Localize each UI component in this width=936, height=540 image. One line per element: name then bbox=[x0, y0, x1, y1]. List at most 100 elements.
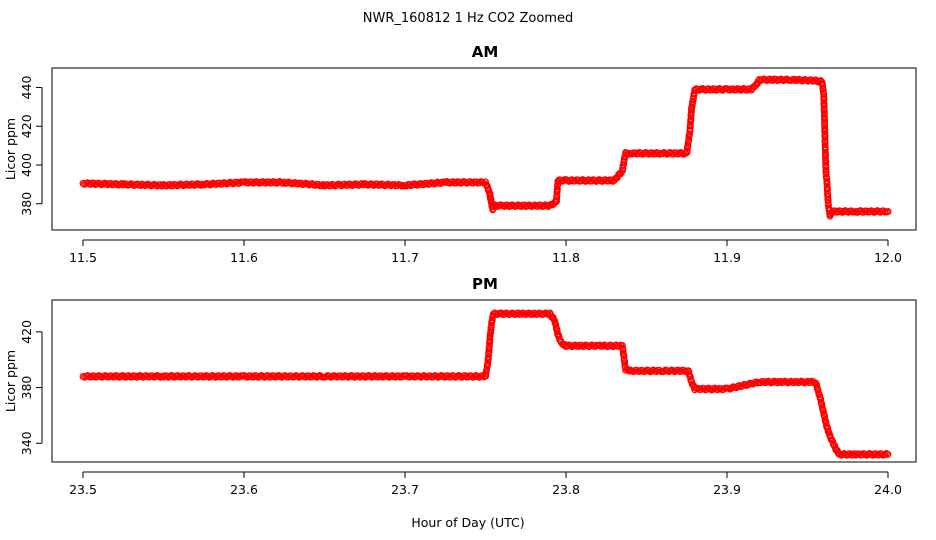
am-data-points bbox=[79, 75, 892, 220]
pm-data-point bbox=[145, 373, 153, 381]
pm-data-point bbox=[142, 372, 150, 380]
pm-data-point bbox=[197, 372, 205, 380]
pm-data-point bbox=[406, 373, 414, 381]
pm-data-point bbox=[447, 373, 455, 381]
am-data-point bbox=[820, 103, 828, 111]
am-x-tick-label: 11.6 bbox=[230, 250, 258, 265]
pm-y-axis-label: Licor ppm bbox=[3, 350, 18, 412]
am-data-point bbox=[823, 180, 831, 188]
am-data-point bbox=[122, 180, 130, 188]
am-y-axis: 380 400 420 440 bbox=[19, 76, 43, 216]
pm-data-point bbox=[270, 372, 278, 380]
pm-data-point bbox=[395, 372, 403, 380]
am-data-point bbox=[201, 181, 209, 189]
pm-data-point bbox=[273, 373, 281, 381]
pm-data-point bbox=[308, 373, 316, 381]
pm-data-point bbox=[817, 396, 825, 404]
pm-data-point bbox=[180, 372, 188, 380]
am-data-point bbox=[344, 181, 352, 189]
pm-data-point bbox=[423, 373, 431, 381]
am-data-point bbox=[218, 180, 226, 188]
pm-data-point bbox=[488, 316, 496, 324]
am-x-tick-label: 11.5 bbox=[69, 250, 97, 265]
pm-data-point bbox=[93, 373, 101, 381]
pm-data-point bbox=[482, 370, 490, 377]
am-plot-frame bbox=[51, 67, 917, 231]
am-data-point bbox=[235, 179, 243, 187]
pm-data-point bbox=[374, 373, 382, 381]
am-data-point bbox=[824, 197, 832, 204]
pm-data-point bbox=[485, 342, 493, 350]
am-data-point bbox=[884, 208, 892, 215]
pm-data-point bbox=[553, 327, 561, 335]
am-data-point bbox=[358, 180, 366, 188]
am-data-point bbox=[553, 185, 561, 193]
am-data-point bbox=[314, 180, 322, 188]
pm-data-point bbox=[824, 425, 832, 433]
pm-y-tick-label: 420 bbox=[19, 320, 34, 344]
pm-data-point bbox=[822, 419, 830, 427]
pm-data-point bbox=[377, 372, 385, 380]
pm-x-tick-label: 23.7 bbox=[391, 482, 419, 497]
am-data-point bbox=[156, 181, 164, 189]
pm-data-point bbox=[409, 372, 417, 380]
am-data-point bbox=[822, 170, 830, 178]
pm-data-point bbox=[850, 450, 858, 458]
am-data-point bbox=[683, 147, 691, 155]
pm-data-point bbox=[471, 373, 478, 381]
pm-data-point bbox=[107, 372, 115, 380]
pm-data-point bbox=[253, 372, 261, 380]
am-y-tick-label: 400 bbox=[19, 153, 34, 177]
pm-data-point bbox=[221, 372, 229, 380]
am-data-point bbox=[819, 82, 827, 90]
am-y-tick-label: 420 bbox=[19, 114, 34, 138]
am-x-tick-label: 11.8 bbox=[552, 250, 580, 265]
am-data-point bbox=[175, 181, 183, 189]
am-data-point bbox=[822, 163, 830, 171]
pm-x-tick-label: 23.5 bbox=[69, 482, 97, 497]
am-data-point bbox=[482, 178, 489, 186]
am-data-point bbox=[879, 207, 887, 215]
pm-data-point bbox=[686, 373, 694, 381]
pm-data-point bbox=[485, 353, 492, 361]
am-data-point bbox=[684, 140, 692, 148]
pm-panel-title: PM bbox=[472, 275, 498, 293]
am-data-point bbox=[158, 182, 166, 190]
pm-data-point bbox=[333, 373, 341, 381]
pm-panel: PM 23.5 23.6 23.7 23.8 23.9 24.0 340 380 420 Li… bbox=[3, 275, 917, 497]
am-data-point bbox=[297, 179, 305, 187]
am-y-tick-label: 380 bbox=[19, 192, 34, 216]
pm-data-point bbox=[464, 373, 472, 381]
am-data-point bbox=[821, 127, 829, 135]
pm-data-point bbox=[305, 372, 313, 380]
pm-data-point bbox=[433, 372, 441, 380]
pm-data-point bbox=[339, 373, 347, 381]
pm-data-point bbox=[429, 373, 437, 381]
am-x-axis: 11.5 11.6 11.7 11.8 11.9 12.0 bbox=[69, 239, 902, 265]
pm-data-point bbox=[444, 372, 452, 380]
am-panel-title: AM bbox=[472, 43, 499, 61]
pm-data-point bbox=[149, 372, 156, 380]
am-data-point bbox=[113, 180, 121, 188]
am-data-point bbox=[546, 201, 554, 209]
pm-data-point bbox=[392, 373, 399, 381]
pm-data-point bbox=[218, 373, 226, 381]
pm-data-point bbox=[183, 373, 191, 381]
pm-data-point bbox=[688, 378, 696, 385]
am-data-point bbox=[687, 115, 695, 122]
pm-data-point bbox=[246, 372, 254, 380]
pm-data-point bbox=[250, 373, 257, 381]
pm-data-point bbox=[194, 373, 202, 381]
pm-data-point bbox=[291, 373, 298, 381]
am-data-point bbox=[409, 181, 417, 189]
pm-data-point bbox=[829, 437, 837, 445]
am-x-tick-label: 11.7 bbox=[391, 250, 419, 265]
am-data-point bbox=[820, 96, 828, 104]
am-data-point bbox=[426, 180, 434, 188]
pm-data-point bbox=[111, 373, 119, 381]
am-panel: AM 11.5 11.6 11.7 11.8 11.9 12.0 380 400 420 440… bbox=[3, 43, 917, 265]
pm-y-tick-label: 340 bbox=[19, 431, 34, 455]
pm-data-point bbox=[467, 372, 475, 380]
am-data-point bbox=[686, 121, 694, 129]
pm-x-tick-label: 23.8 bbox=[552, 482, 580, 497]
